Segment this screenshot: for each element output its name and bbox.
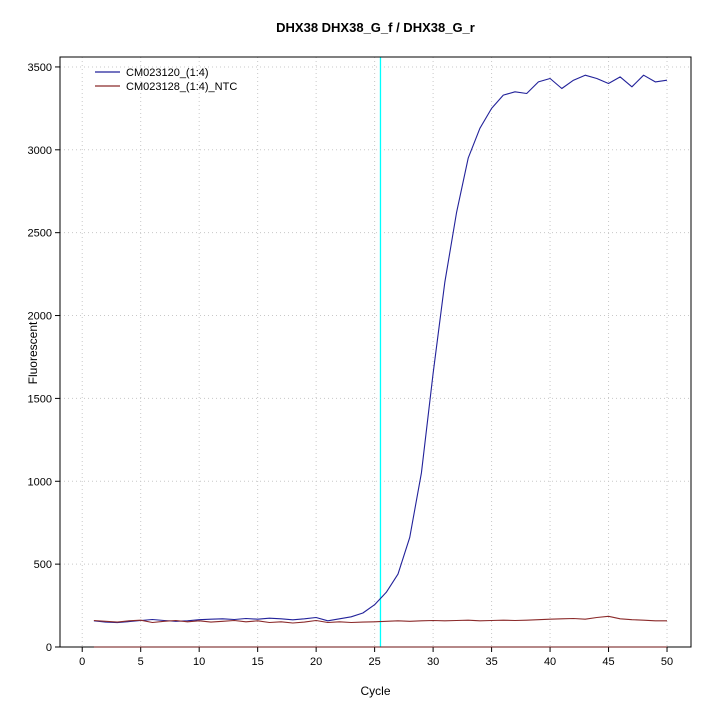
x-tick-label: 35 — [485, 656, 497, 668]
y-tick-label: 3000 — [28, 145, 52, 157]
x-tick-label: 10 — [193, 656, 205, 668]
x-tick-label: 5 — [138, 656, 144, 668]
y-tick-label: 500 — [34, 559, 52, 571]
x-tick-label: 20 — [310, 656, 322, 668]
x-tick-label: 30 — [427, 656, 439, 668]
legend-label: CM023128_(1:4)_NTC — [126, 81, 237, 93]
series-line — [93, 74, 668, 624]
y-tick-label: 1000 — [28, 476, 52, 488]
x-tick-label: 0 — [79, 656, 85, 668]
x-tick-label: 40 — [544, 656, 556, 668]
plot-border — [59, 56, 692, 648]
y-tick-label: 3500 — [28, 62, 52, 74]
x-tick-label: 25 — [368, 656, 380, 668]
x-tick-label: 45 — [602, 656, 614, 668]
y-tick-label: 1500 — [28, 393, 52, 405]
chart-title: DHX38 DHX38_G_f / DHX38_G_r — [276, 20, 475, 35]
y-tick-label: 2500 — [28, 228, 52, 240]
legend-label: CM023120_(1:4) — [126, 67, 209, 79]
x-tick-label: 15 — [252, 656, 264, 668]
x-tick-label: 50 — [661, 656, 673, 668]
x-axis-label: Cycle — [360, 684, 391, 698]
y-tick-label: 2000 — [28, 311, 52, 323]
y-tick-label: 0 — [46, 642, 52, 654]
series-line — [93, 615, 667, 624]
